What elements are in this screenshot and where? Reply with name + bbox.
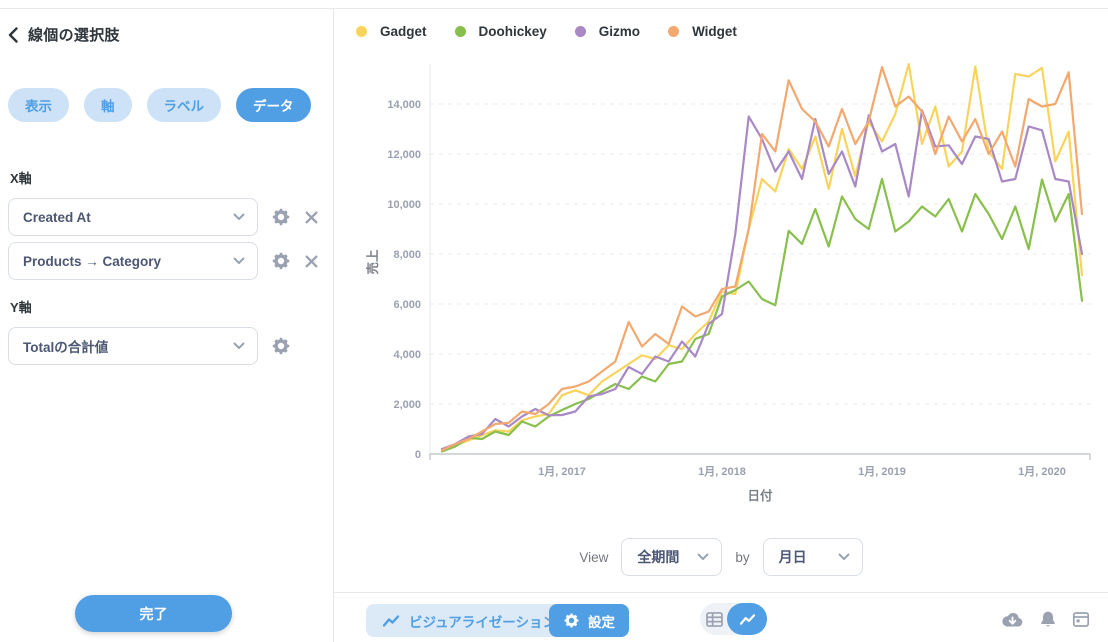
- top-divider: [0, 8, 1108, 9]
- back-chevron-icon[interactable]: [8, 26, 18, 43]
- chevron-down-icon: [233, 208, 245, 226]
- svg-text:日付: 日付: [747, 488, 773, 503]
- table-icon[interactable]: [702, 611, 727, 627]
- time-grouping-controls: View 全期間 by 月日: [334, 538, 1108, 576]
- legend-dot: [668, 26, 680, 37]
- field-remove-icon[interactable]: [304, 210, 319, 225]
- line-chart-icon: [382, 614, 400, 628]
- sidebar-divider: [333, 8, 334, 642]
- chevron-down-icon: [233, 252, 245, 270]
- footer-action-icons: [1001, 610, 1090, 628]
- x-field-row-1: Created At: [8, 198, 319, 236]
- calendar-icon[interactable]: [1072, 610, 1090, 628]
- svg-text:0: 0: [415, 449, 421, 461]
- gear-icon: [563, 612, 580, 629]
- field-remove-icon[interactable]: [304, 254, 319, 269]
- legend-item-widget[interactable]: Widget: [668, 24, 737, 39]
- legend-dot: [454, 26, 466, 37]
- svg-text:2,000: 2,000: [393, 399, 421, 411]
- x-axis-section-label: X軸: [10, 171, 32, 186]
- legend-item-gizmo[interactable]: Gizmo: [574, 24, 640, 39]
- field-settings-gear-icon[interactable]: [271, 251, 291, 271]
- svg-text:10,000: 10,000: [387, 199, 421, 211]
- bell-icon[interactable]: [1039, 610, 1057, 628]
- legend-dot: [356, 26, 367, 37]
- legend-item-doohickey[interactable]: Doohickey: [454, 24, 547, 39]
- legend-dot: [574, 26, 586, 37]
- chart-legend: Gadget Doohickey Gizmo Widget: [356, 24, 737, 39]
- legend-item-gadget[interactable]: Gadget: [356, 24, 427, 39]
- x-field-select-created-at[interactable]: Created At: [8, 198, 258, 236]
- x-field-row-2: Products → Category: [8, 242, 319, 280]
- done-button[interactable]: 完了: [75, 595, 232, 632]
- view-label: View: [579, 549, 609, 565]
- settings-sidebar: 線個の選択肢 表示 軸 ラベル データ X軸 Created At: [0, 8, 333, 642]
- svg-text:14,000: 14,000: [387, 99, 421, 111]
- svg-text:6,000: 6,000: [393, 299, 421, 311]
- svg-text:8,000: 8,000: [393, 249, 421, 261]
- tab-data[interactable]: データ: [236, 88, 311, 122]
- y-axis-section-label: Y軸: [10, 300, 32, 315]
- visualization-button[interactable]: ビジュアライゼーション: [366, 604, 573, 637]
- svg-text:12,000: 12,000: [387, 149, 421, 161]
- svg-text:1月, 2020: 1月, 2020: [1018, 465, 1066, 478]
- download-icon[interactable]: [1001, 611, 1024, 628]
- settings-button[interactable]: 設定: [549, 604, 629, 637]
- svg-text:1月, 2017: 1月, 2017: [538, 465, 586, 478]
- table-chart-toggle[interactable]: [700, 603, 767, 635]
- tab-labels[interactable]: ラベル: [146, 88, 221, 122]
- x-field-select-products-category[interactable]: Products → Category: [8, 242, 258, 280]
- group-by-select[interactable]: 月日: [762, 538, 863, 576]
- sidebar-title: 線個の選択肢: [28, 27, 120, 44]
- by-label: by: [735, 549, 750, 565]
- chart-toggle-active[interactable]: [727, 603, 767, 635]
- chevron-down-icon: [697, 548, 709, 566]
- svg-text:1月, 2018: 1月, 2018: [698, 465, 746, 478]
- chart-panel: Gadget Doohickey Gizmo Widget 0 2,000 4,00…: [334, 0, 1108, 642]
- svg-text:売上: 売上: [365, 249, 380, 275]
- field-settings-gear-icon[interactable]: [271, 207, 291, 227]
- svg-text:1月, 2019: 1月, 2019: [858, 465, 906, 478]
- y-field-select-total-sum[interactable]: Totalの合計値: [8, 327, 258, 365]
- y-field-row: Totalの合計値: [8, 327, 291, 365]
- visualization-footer-bar: ビジュアライゼーション 設定: [334, 592, 1108, 642]
- svg-text:4,000: 4,000: [393, 349, 421, 361]
- chevron-down-icon: [233, 337, 245, 355]
- tab-axes[interactable]: 軸: [84, 88, 132, 122]
- sidebar-back-header[interactable]: 線個の選択肢: [8, 24, 120, 45]
- field-settings-gear-icon[interactable]: [271, 336, 291, 356]
- view-range-select[interactable]: 全期間: [621, 538, 723, 576]
- line-chart[interactable]: 0 2,000 4,000 6,000 8,000 10,000 12,000 14,000 1…: [333, 52, 1108, 512]
- chevron-down-icon: [838, 548, 850, 566]
- settings-tabs: 表示 軸 ラベル データ: [8, 88, 311, 122]
- tab-display[interactable]: 表示: [8, 88, 69, 122]
